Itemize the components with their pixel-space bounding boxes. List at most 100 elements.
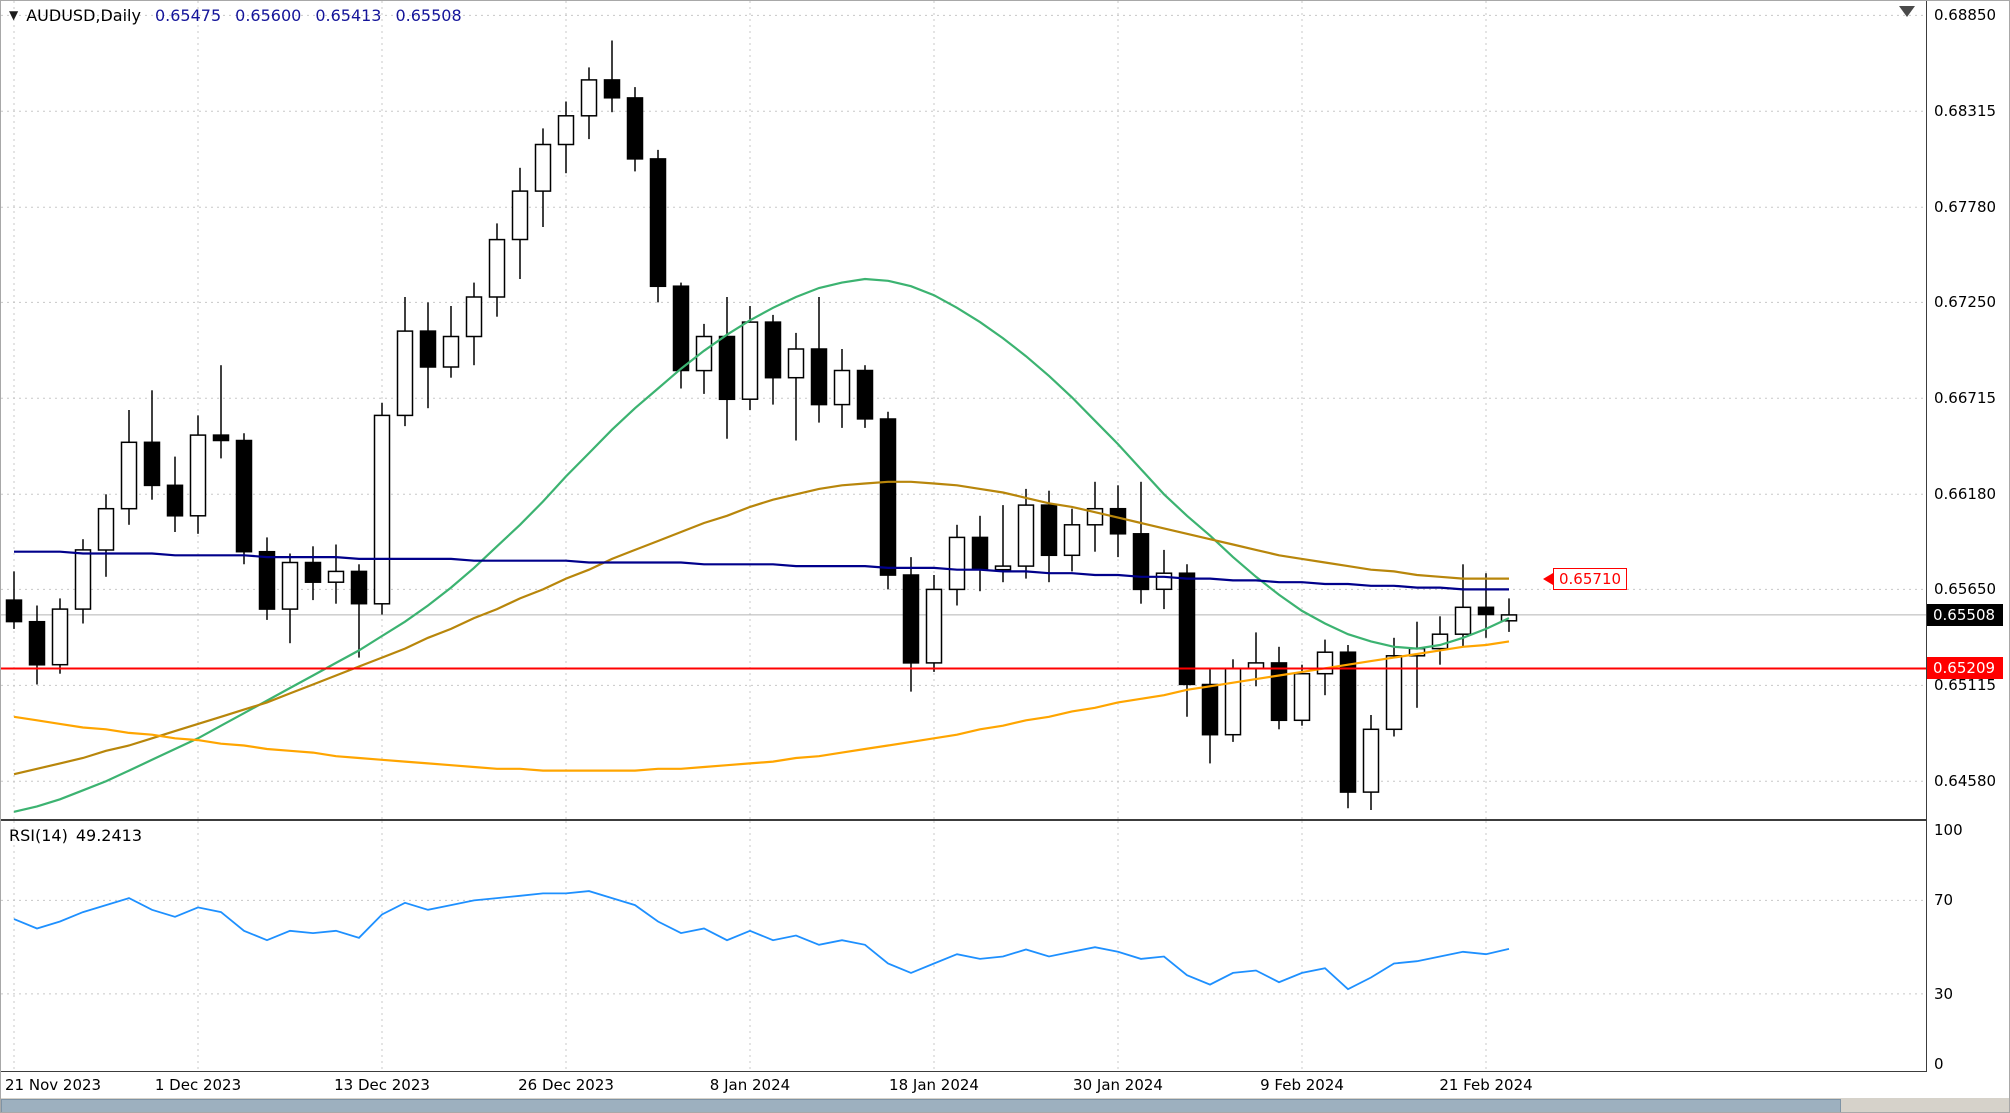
- candle-body: [787, 348, 805, 379]
- main-chart-canvas[interactable]: [1, 1, 1926, 819]
- candle-body: [948, 536, 966, 591]
- candle-body: [235, 439, 253, 553]
- candle-body: [120, 441, 138, 510]
- candle-body: [649, 158, 667, 288]
- rsi-axis-label: 30: [1934, 984, 1954, 1003]
- candle-body: [97, 507, 115, 551]
- rsi-axis-label: 100: [1934, 821, 1963, 840]
- candle-body: [1224, 667, 1242, 736]
- rsi-header: RSI(14) 49.2413: [9, 826, 150, 845]
- candle-body: [74, 549, 92, 610]
- rsi-indicator-pane[interactable]: RSI(14) 49.2413: [1, 821, 1926, 1072]
- candle-body: [1247, 662, 1265, 670]
- date-label: 30 Jan 2024: [1073, 1076, 1163, 1094]
- ma-goldenrod-line: [13, 480, 1509, 776]
- candle-body: [856, 369, 874, 420]
- candle-body: [373, 414, 391, 605]
- candle-body: [764, 321, 782, 379]
- candle-body: [971, 536, 989, 571]
- date-label: 1 Dec 2023: [154, 1076, 242, 1094]
- price-axis-label: 0.68315: [1934, 102, 1997, 121]
- date-label: 18 Jan 2024: [889, 1076, 979, 1094]
- chart-shift-marker-icon[interactable]: [1899, 6, 1915, 17]
- candle-body: [1316, 651, 1334, 675]
- candle-body: [258, 550, 276, 610]
- candle-body: [603, 79, 621, 99]
- candle-body: [1063, 524, 1081, 557]
- candle-body: [925, 588, 943, 664]
- price-axis[interactable]: 0.65508 0.65209 0.68850 0.68315 0.67780 0.6…: [1926, 1, 2009, 1073]
- date-label: 8 Jan 2024: [709, 1076, 791, 1094]
- price-axis-label: 0.67250: [1934, 293, 1997, 312]
- main-chart-pane[interactable]: ▼ AUDUSD,Daily 0.65475 0.65600 0.65413 0.6550…: [1, 1, 1926, 821]
- candle-body: [902, 574, 920, 664]
- date-label: 21 Nov 2023: [5, 1076, 102, 1094]
- candle-body: [1454, 606, 1472, 635]
- ma-navy-line: [14, 550, 1509, 591]
- chart-header: ▼ AUDUSD,Daily 0.65475 0.65600 0.65413 0.6550…: [9, 6, 462, 25]
- candle-body: [1477, 606, 1495, 616]
- price-axis-label: 0.65115: [1934, 676, 1997, 695]
- candle-body: [189, 434, 207, 517]
- candle-body: [488, 238, 506, 298]
- candle-body: [442, 335, 460, 368]
- candle-body: [304, 561, 322, 583]
- rsi-grid: [1, 821, 1926, 1071]
- rsi-canvas[interactable]: [1, 821, 1926, 1071]
- candle-body: [1270, 662, 1288, 722]
- candle-body: [166, 484, 184, 517]
- symbol-dropdown-triangle-icon[interactable]: ▼: [9, 8, 19, 22]
- candle-body: [1132, 533, 1150, 591]
- price-axis-label: 0.67780: [1934, 198, 1997, 217]
- candle-body: [695, 335, 713, 372]
- candle-body: [350, 570, 368, 605]
- candles-group: [5, 40, 1518, 810]
- date-label: 26 Dec 2023: [518, 1076, 614, 1094]
- candle-body: [718, 335, 736, 401]
- date-label: 9 Feb 2024: [1260, 1076, 1344, 1094]
- candle-body: [465, 296, 483, 338]
- date-label: 21 Feb 2024: [1439, 1076, 1533, 1094]
- rsi-line: [13, 890, 1510, 991]
- price-axis-label: 0.66180: [1934, 485, 1997, 504]
- candle-body: [534, 143, 552, 192]
- candle-body: [511, 190, 529, 241]
- candle-body: [994, 565, 1012, 571]
- hline-price-box: 0.65209: [1927, 657, 2003, 680]
- candle-body: [1178, 572, 1196, 686]
- candle-body: [1017, 504, 1035, 567]
- candle-body: [1155, 572, 1173, 591]
- time-axis[interactable]: 21 Nov 2023 1 Dec 2023 13 Dec 2023 26 Dec 2…: [1, 1072, 1926, 1098]
- candle-body: [1109, 507, 1127, 535]
- candle-body: [741, 321, 759, 400]
- ma-price-annotation: 0.65710: [1543, 567, 1628, 590]
- candle-body: [557, 115, 575, 146]
- candle-body: [879, 418, 897, 576]
- main-grid: [1, 1, 1926, 819]
- candle-body: [1040, 504, 1058, 557]
- candle-body: [833, 369, 851, 406]
- horizontal-scrollbar[interactable]: [1, 1098, 2009, 1112]
- price-axis-label: 0.65650: [1934, 580, 1997, 599]
- rsi-axis-label: 70: [1934, 891, 1954, 910]
- ma-orange-line: [13, 640, 1510, 772]
- rsi-axis-label: 0: [1934, 1054, 1944, 1073]
- candle-body: [419, 330, 437, 368]
- symbol-period-label: AUDUSD,Daily: [26, 6, 141, 25]
- candle-body: [672, 285, 690, 372]
- candle-body: [580, 79, 598, 117]
- candle-body: [1385, 655, 1403, 731]
- left-arrow-icon: [1543, 572, 1553, 585]
- high-value: 0.65600: [235, 6, 302, 25]
- scrollbar-thumb[interactable]: [1, 1099, 1841, 1112]
- candle-body: [1201, 683, 1219, 736]
- close-value: 0.65508: [395, 6, 462, 25]
- rsi-current-value: 49.2413: [75, 826, 143, 845]
- price-axis-label: 0.68850: [1934, 6, 1997, 25]
- date-label: 13 Dec 2023: [334, 1076, 430, 1094]
- low-value: 0.65413: [315, 6, 382, 25]
- candle-body: [5, 599, 23, 623]
- ma-price-value: 0.65710: [1553, 567, 1628, 590]
- candle-body: [1339, 651, 1357, 793]
